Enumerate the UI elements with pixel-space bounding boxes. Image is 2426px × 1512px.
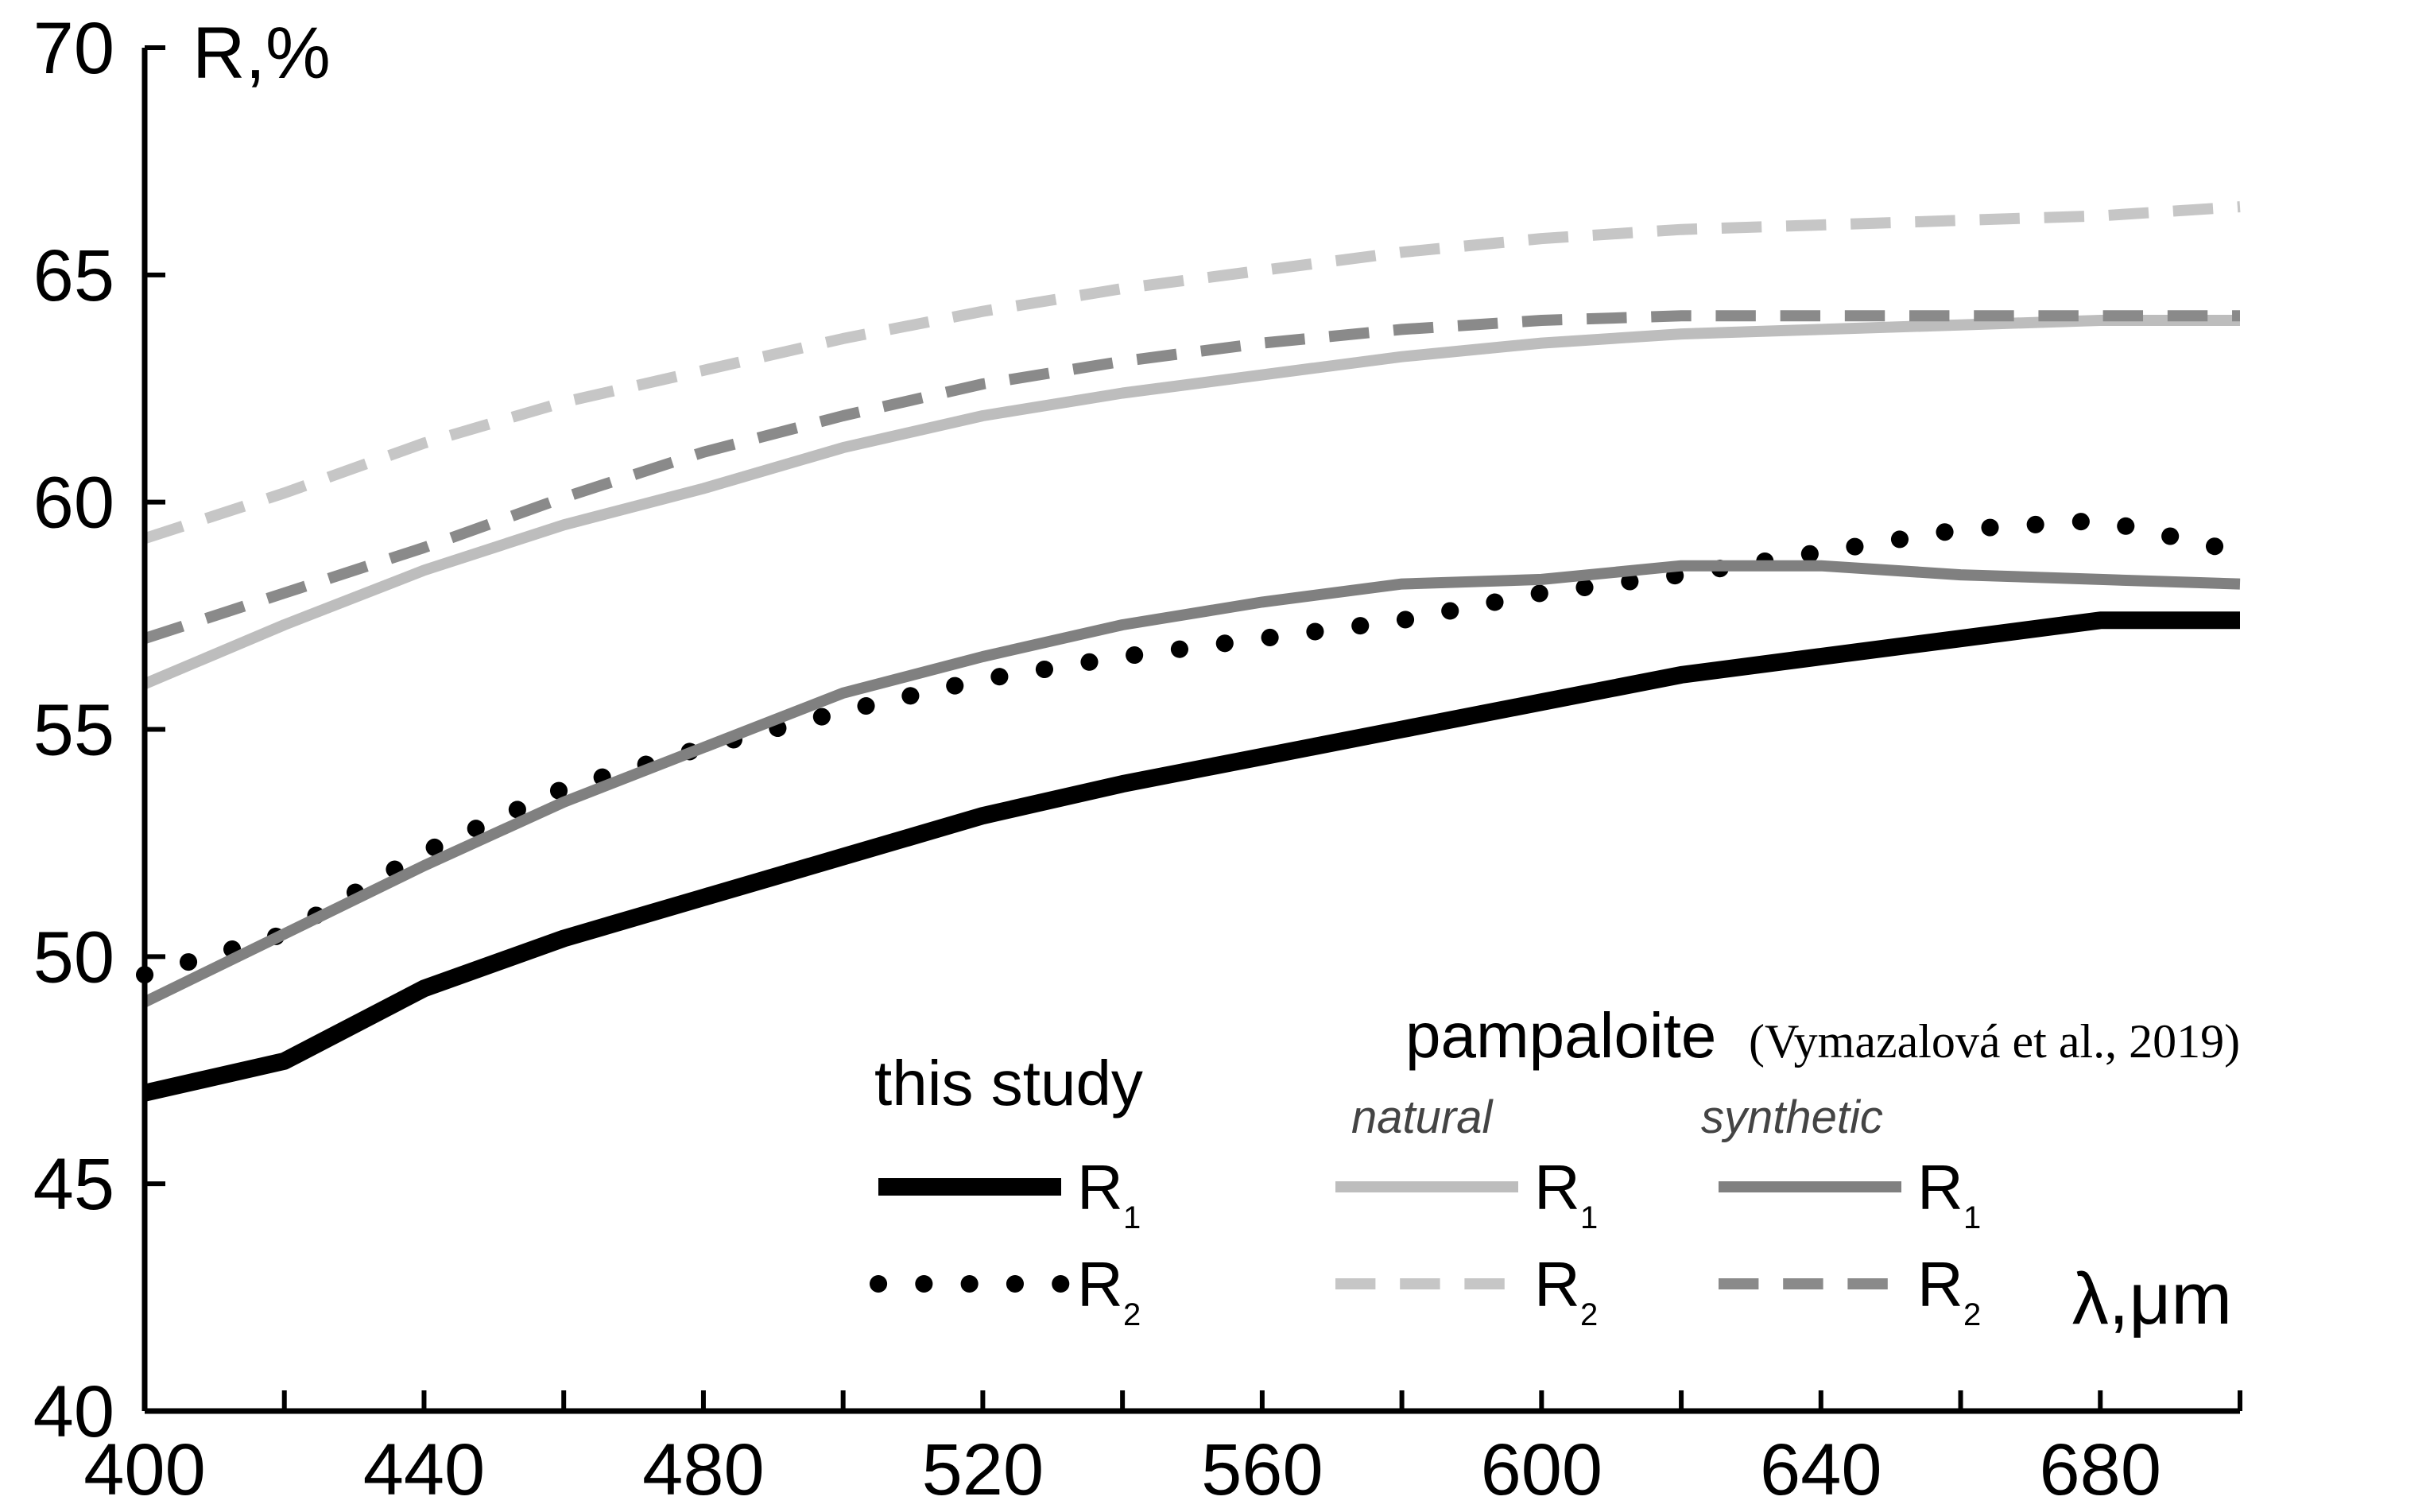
legend-label-index-pampaloite-synthetic-r1: 1	[1963, 1200, 1981, 1235]
legend-label-pampaloite-synthetic-r1: R	[1917, 1152, 1963, 1223]
plot-series-group	[136, 201, 2249, 1102]
y-axis-title: R,%	[192, 13, 331, 94]
x-tick-label: 600	[1481, 1429, 1603, 1510]
legend-title-pampaloite: pampaloite	[1405, 1000, 1716, 1071]
x-tick-label: 640	[1760, 1429, 1882, 1510]
series-line-pampaloite-synthetic-r1	[141, 560, 2241, 1007]
legend-label-index-this-study-r1: 1	[1123, 1200, 1141, 1235]
x-tick-label: 520	[922, 1429, 1044, 1510]
legend-label-this-study-r2: R	[1077, 1249, 1123, 1320]
legend: this study pampaloite (Vymazalová et al., …	[870, 1000, 2240, 1332]
legend-title-this-study: this study	[874, 1048, 1143, 1118]
legend-group-synthetic: synthetic	[1701, 1091, 1883, 1143]
x-tick-label: 440	[363, 1429, 486, 1510]
axes-group: 40 45 50 55 60 65 70 400 440 480 520 560 600 640 680 R,…	[33, 8, 2242, 1510]
x-tick-label: 560	[1201, 1429, 1323, 1510]
legend-label-pampaloite-synthetic-r2: R	[1917, 1249, 1963, 1320]
y-tick-label: 65	[33, 235, 114, 316]
y-tick-label: 45	[33, 1144, 114, 1225]
x-axis-title: λ,μm	[2072, 1258, 2232, 1339]
x-tick-label: 680	[2040, 1429, 2162, 1510]
series-line-pampaloite-natural-r1	[142, 315, 2240, 689]
y-tick-label: 55	[33, 690, 114, 771]
x-tick-label: 400	[83, 1429, 206, 1510]
y-tick-label: 50	[33, 917, 114, 998]
legend-group-natural: natural	[1351, 1091, 1494, 1143]
legend-citation: (Vymazalová et al., 2019)	[1749, 1015, 2240, 1068]
legend-label-pampaloite-natural-r2: R	[1534, 1249, 1580, 1320]
y-tick-label: 70	[33, 8, 114, 89]
legend-label-pampaloite-natural-r1: R	[1534, 1152, 1580, 1223]
series-line-this-study-r2	[136, 511, 2249, 984]
y-tick-label: 40	[33, 1371, 114, 1452]
y-tick-label: 60	[33, 463, 114, 544]
series-line-pampaloite-natural-r2	[142, 201, 2241, 545]
legend-label-index-pampaloite-natural-r2: 2	[1580, 1297, 1598, 1332]
legend-label-index-pampaloite-synthetic-r2: 2	[1963, 1297, 1981, 1332]
legend-label-index-pampaloite-natural-r1: 1	[1580, 1200, 1598, 1235]
legend-label-index-this-study-r2: 2	[1123, 1297, 1141, 1332]
series-line-pampaloite-synthetic-r2	[142, 310, 2240, 644]
legend-label-this-study-r1: R	[1077, 1152, 1123, 1223]
x-tick-label: 480	[642, 1429, 765, 1510]
series-line-this-study-r1	[142, 611, 2240, 1102]
